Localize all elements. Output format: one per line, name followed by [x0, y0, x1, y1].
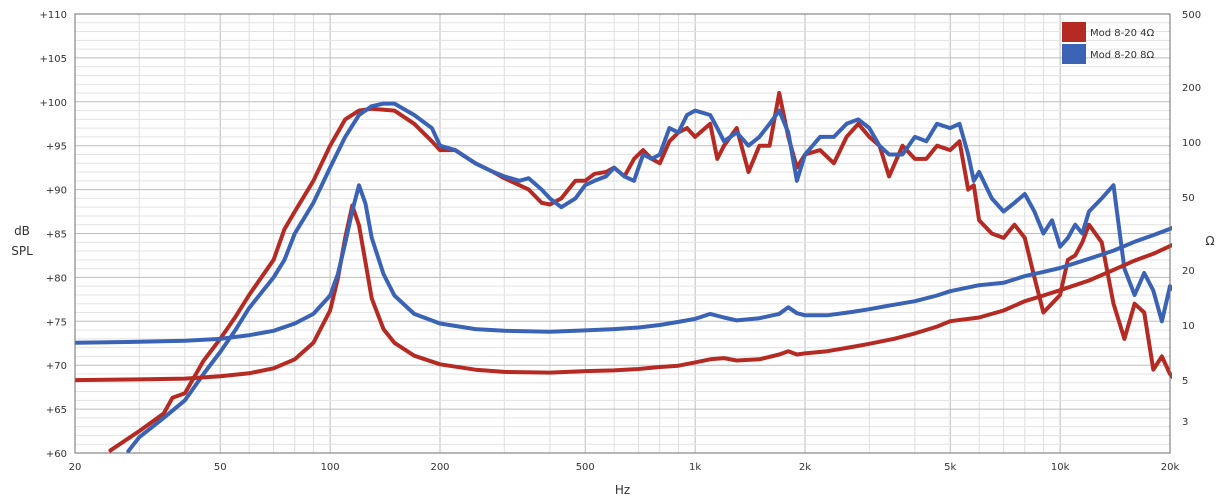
x-tick-label: 200 — [430, 462, 449, 473]
right-axis-title: Ω — [1205, 234, 1214, 248]
series-line-impedance-3 — [75, 183, 1172, 345]
legend-label: Mod 8-20 4Ω — [1090, 28, 1155, 39]
x-axis-title: Hz — [615, 483, 630, 497]
y-left-tick-label: +90 — [46, 186, 67, 197]
legend-swatch — [1062, 44, 1086, 64]
y-right-tick-label: 200 — [1182, 83, 1201, 94]
plot-frame — [74, 13, 1171, 454]
y-right-tick-label: 5 — [1182, 376, 1188, 387]
y-axis-title-line1: dB — [14, 224, 30, 238]
y-left-tick-label: +60 — [46, 449, 67, 460]
x-tick-label: 20 — [69, 462, 82, 473]
y-left-tick-label: +110 — [40, 10, 67, 21]
y-right-tick-label: 500 — [1182, 10, 1201, 21]
y-left-tick-label: +105 — [40, 54, 67, 65]
y-left-tick-label: +75 — [46, 317, 67, 328]
y-right-tick-label: 100 — [1182, 138, 1201, 149]
legend-label: Mod 8-20 8Ω — [1090, 50, 1155, 61]
y-left-tick-label: +100 — [40, 98, 67, 109]
legend: Mod 8-20 4Ω Mod 8-20 8Ω — [1062, 22, 1155, 64]
y-right-tick-label: 20 — [1182, 266, 1195, 277]
y-right-tick-label: 10 — [1182, 321, 1195, 332]
x-tick-label: 10k — [1051, 462, 1070, 473]
y-left-tick-label: +85 — [46, 230, 67, 241]
y-axis-title-line2: SPL — [11, 244, 33, 258]
x-tick-label: 2k — [799, 462, 811, 473]
y-left-tick-label: +70 — [46, 361, 67, 372]
y-right-tick-label: 3 — [1182, 417, 1188, 428]
grid — [75, 14, 1170, 453]
y-right-tick-label: 50 — [1182, 193, 1195, 204]
axis-ticks: 20 50 100 200 500 1k 2k 5k 10k 20k +60 +65 +70 +75 +80… — [40, 10, 1202, 473]
legend-swatch — [1062, 22, 1086, 42]
y-left-tick-label: +65 — [46, 405, 67, 416]
x-tick-label: 500 — [576, 462, 595, 473]
axis-titles: Hz dB SPL Ω — [11, 224, 1214, 497]
x-tick-label: 50 — [214, 462, 227, 473]
x-tick-label: 1k — [689, 462, 701, 473]
y-left-tick-label: +80 — [46, 273, 67, 284]
y-left-tick-label: +95 — [46, 142, 67, 153]
series-layer — [75, 91, 1172, 453]
x-tick-label: 5k — [944, 462, 956, 473]
x-tick-label: 100 — [321, 462, 340, 473]
x-tick-label: 20k — [1161, 462, 1180, 473]
series-line-spl-1 — [126, 101, 1172, 453]
